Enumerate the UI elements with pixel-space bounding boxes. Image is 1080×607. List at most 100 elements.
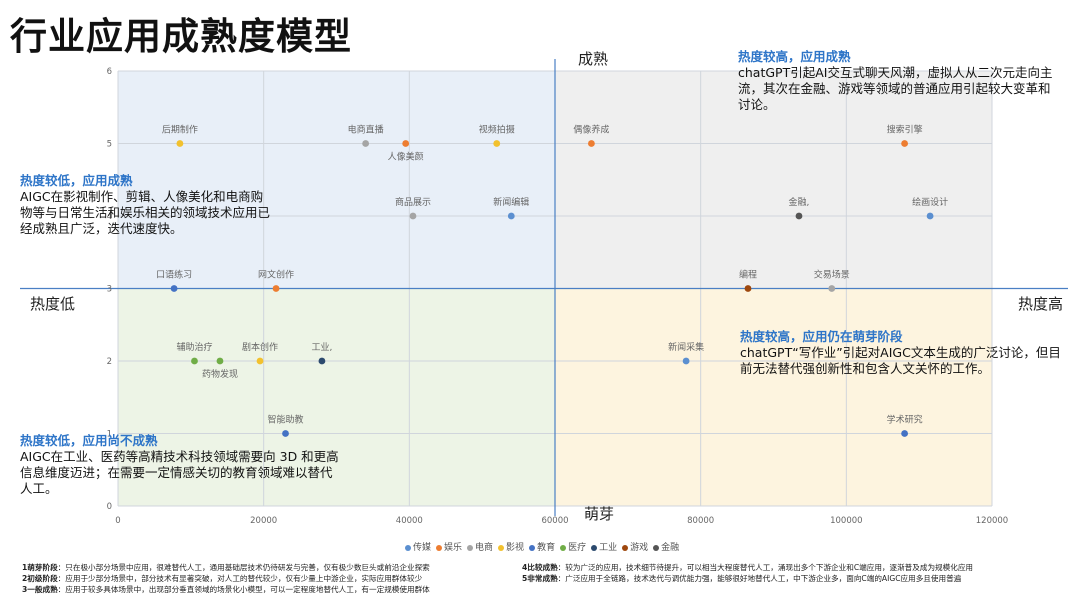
legend-item: 金融 bbox=[653, 540, 679, 553]
data-point bbox=[507, 212, 515, 220]
y-tick-label: 6 bbox=[107, 67, 112, 77]
note-bottom-left-head: 热度较低，应用尚不成熟 bbox=[20, 433, 158, 448]
data-point-label: 偶像养成 bbox=[573, 124, 609, 136]
data-point bbox=[588, 140, 595, 147]
footer-item-head: 4比较成熟 bbox=[522, 563, 558, 572]
legend-item: 游戏 bbox=[622, 540, 648, 553]
data-point bbox=[176, 140, 184, 147]
data-point-label: 金融, bbox=[789, 196, 810, 208]
data-point-label: 学术研究 bbox=[887, 414, 923, 426]
note-top-left-body: AIGC在影视制作、剪辑、人像美化和电商购物等与日常生活和娱乐相关的领域技术应用… bbox=[20, 189, 271, 236]
data-point bbox=[191, 357, 198, 365]
footer-item: 1萌芽阶段：只在极小部分场景中应用，很难替代人工，通用基础层技术仍待研发与完善，… bbox=[22, 562, 517, 573]
data-point-label: 绘画设计 bbox=[912, 196, 948, 208]
data-point bbox=[318, 357, 326, 365]
footer-left-col: 1萌芽阶段：只在极小部分场景中应用，很难替代人工，通用基础层技术仍待研发与完善，… bbox=[22, 562, 517, 595]
data-point-label: 工业, bbox=[311, 342, 332, 353]
data-point-label: 新闻采集 bbox=[668, 341, 704, 353]
footer-item: 5非常成熟：广泛应用于全链路，技术迭代与调优能力强，能够很好地替代人工，中下游企… bbox=[522, 573, 1072, 584]
footer-item-text: ：广泛应用于全链路，技术迭代与调优能力强，能够很好地替代人工，中下游企业多，面向… bbox=[557, 574, 962, 583]
data-point-label: 剧本创作 bbox=[242, 341, 278, 353]
data-point-label: 药物发现 bbox=[202, 368, 238, 380]
data-point bbox=[795, 212, 803, 220]
y-tick-label: 0 bbox=[107, 502, 112, 512]
data-point bbox=[744, 285, 752, 292]
legend-item: 教育 bbox=[529, 540, 555, 553]
footer-item-text: ：应用于较多具体场景中，出现部分垂直领域的场景化小模型，可以一定程度地替代人工，… bbox=[57, 585, 430, 594]
note-bottom-right-head: 热度较高，应用仍在萌芽阶段 bbox=[740, 329, 903, 344]
chart-legend: 传媒 娱乐 电商 影视 教育 医疗 工业 游戏 金融 bbox=[405, 540, 684, 553]
data-point-label: 智能助教 bbox=[268, 414, 304, 426]
legend-swatch bbox=[622, 544, 629, 551]
footer-item-head: 5非常成熟 bbox=[522, 574, 558, 583]
quadrant-label-left: 热度低 bbox=[30, 295, 76, 313]
legend-item: 电商 bbox=[467, 540, 493, 553]
x-tick-label: 100000 bbox=[830, 516, 862, 526]
legend-swatch bbox=[498, 544, 505, 551]
legend-label: 医疗 bbox=[568, 543, 587, 553]
footer-item-head: 1萌芽阶段 bbox=[22, 563, 58, 572]
data-point bbox=[901, 140, 908, 147]
note-bottom-left: 热度较低，应用尚不成熟 AIGC在工业、医药等高精技术科技领域需要向 3D 和更… bbox=[20, 433, 340, 497]
data-point-label: 商品展示 bbox=[395, 196, 431, 208]
y-tick-label: 1 bbox=[107, 430, 112, 440]
data-point bbox=[828, 285, 836, 292]
legend-swatch bbox=[467, 544, 474, 551]
legend-label: 影视 bbox=[506, 543, 525, 553]
page-title: 行业应用成熟度模型 bbox=[10, 15, 352, 58]
legend-label: 游戏 bbox=[630, 543, 649, 553]
data-point bbox=[402, 140, 410, 147]
legend-swatch bbox=[529, 544, 536, 551]
data-point-label: 人像美颜 bbox=[388, 151, 424, 163]
quadrant-bg-top-right bbox=[555, 71, 992, 289]
legend-swatch bbox=[560, 544, 567, 551]
data-point bbox=[282, 430, 289, 437]
y-tick-label: 4 bbox=[107, 212, 112, 222]
footer-item-text: ：较为广泛的应用，技术细节待提升，可以相当大程度替代人工，涌现出多个下游企业和C… bbox=[557, 563, 974, 572]
note-top-right-body: chatGPT引起AI交互式聊天风潮，虚拟人从二次元走向主流，其次在金融、游戏等… bbox=[738, 65, 1053, 112]
footer-item-head: 3一般成熟 bbox=[22, 585, 58, 594]
data-point-label: 搜索引擎 bbox=[887, 124, 923, 136]
legend-item: 传媒 bbox=[405, 540, 431, 553]
data-point bbox=[493, 140, 501, 147]
data-point bbox=[409, 212, 417, 220]
quadrant-label-bottom: 萌芽 bbox=[584, 505, 615, 523]
legend-item: 医疗 bbox=[560, 540, 586, 553]
data-point-label: 网文创作 bbox=[258, 269, 294, 281]
note-top-right-head: 热度较高，应用成熟 bbox=[738, 49, 851, 64]
note-bottom-left-body: AIGC在工业、医药等高精技术科技领域需要向 3D 和更高信息维度迈进；在需要一… bbox=[20, 449, 339, 496]
legend-item: 娱乐 bbox=[436, 540, 462, 553]
data-point-label: 视频拍摄 bbox=[479, 124, 515, 136]
legend-swatch bbox=[436, 544, 443, 551]
data-point-label: 电商直播 bbox=[348, 124, 384, 136]
legend-item: 工业 bbox=[591, 540, 617, 553]
data-point-label: 新闻编辑 bbox=[493, 196, 529, 208]
quadrant-bg-bottom-left bbox=[118, 288, 555, 506]
x-tick-label: 20000 bbox=[250, 516, 277, 526]
note-top-left-head: 热度较低，应用成熟 bbox=[20, 173, 133, 188]
note-bottom-right: 热度较高，应用仍在萌芽阶段 chatGPT“写作业”引起对AIGC文本生成的广泛… bbox=[740, 329, 1065, 377]
data-point-label: 口语练习 bbox=[156, 269, 192, 281]
footer-right-col: 4比较成熟：较为广泛的应用，技术细节待提升，可以相当大程度替代人工，涌现出多个下… bbox=[522, 562, 1072, 584]
quadrant-label-top: 成熟 bbox=[578, 50, 609, 68]
data-point-label: 辅助治疗 bbox=[176, 341, 212, 353]
x-tick-label: 80000 bbox=[687, 516, 714, 526]
data-point bbox=[362, 140, 370, 147]
data-point-label: 后期制作 bbox=[162, 124, 198, 136]
note-top-left: 热度较低，应用成熟 AIGC在影视制作、剪辑、人像美化和电商购物等与日常生活和娱… bbox=[20, 173, 275, 237]
footer-item: 4比较成熟：较为广泛的应用，技术细节待提升，可以相当大程度替代人工，涌现出多个下… bbox=[522, 562, 1072, 573]
data-point bbox=[170, 285, 178, 292]
x-tick-label: 0 bbox=[115, 516, 120, 526]
footer-item: 2初级阶段：应用于少部分场景中，部分技术有显著突破，对人工的替代较少，仅有少量上… bbox=[22, 573, 517, 584]
data-point bbox=[901, 430, 908, 437]
footer-item-head: 2初级阶段 bbox=[22, 574, 58, 583]
y-tick-label: 2 bbox=[107, 357, 112, 367]
x-tick-label: 120000 bbox=[976, 516, 1008, 526]
legend-label: 金融 bbox=[661, 543, 680, 553]
footer-item: 3一般成熟：应用于较多具体场景中，出现部分垂直领域的场景化小模型，可以一定程度地… bbox=[22, 584, 517, 595]
legend-label: 工业 bbox=[599, 543, 618, 553]
legend-swatch bbox=[405, 544, 411, 551]
note-bottom-right-body: chatGPT“写作业”引起对AIGC文本生成的广泛讨论，但目前无法替代强创新性… bbox=[740, 345, 1061, 376]
data-point bbox=[256, 357, 264, 365]
